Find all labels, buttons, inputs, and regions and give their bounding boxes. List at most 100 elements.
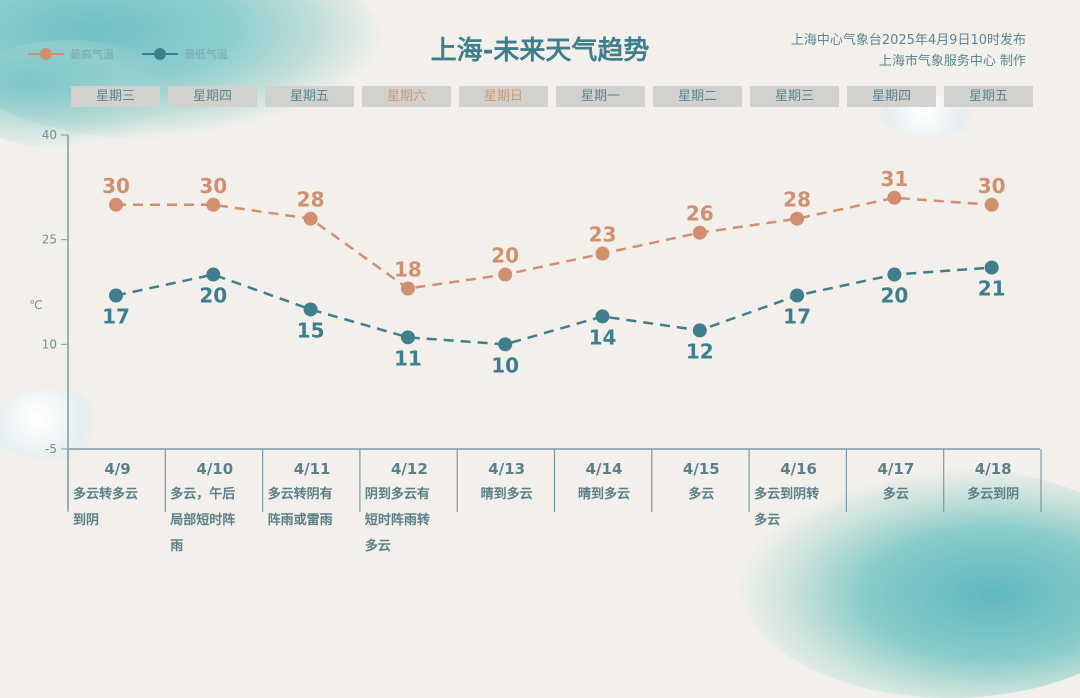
y-tick-label: 40 (42, 128, 57, 142)
weather-description: 多云 (754, 513, 781, 528)
date-label: 4/12 (390, 460, 428, 478)
weekday-label: 星期日 (459, 86, 548, 107)
high-temp-value: 30 (102, 174, 130, 198)
low-temp-value: 15 (297, 318, 325, 342)
low-temp-value: 14 (589, 325, 617, 349)
temperature-line-chart: 40 25 10 -5 ℃ 30 30 28 18 20 23 26 28 31 30 17 20 15 11 10 1… (29, 128, 1042, 512)
legend-line-low-icon (142, 48, 178, 60)
day-forecast-cell: 4/14 晴到多云 (556, 456, 653, 508)
y-axis-unit-label: ℃ (29, 298, 42, 312)
legend-item-low: 最低气温 (142, 46, 228, 62)
day-forecast-cell: 4/12 阴到多云有短时阵雨转多云 (361, 456, 458, 560)
low-temp-value: 12 (686, 339, 714, 363)
low-temp-point (400, 330, 415, 345)
weather-description: 多云 (882, 487, 909, 502)
date-label: 4/17 (877, 460, 915, 478)
weather-description: 晴到多云 (480, 487, 533, 502)
low-temp-value: 17 (102, 304, 130, 328)
high-temp-point (692, 225, 707, 240)
high-temp-point (887, 190, 902, 205)
low-temp-value: 20 (880, 284, 908, 308)
high-temp-point (206, 197, 221, 212)
day-forecast-cell: 4/17 多云 (847, 456, 944, 508)
day-forecast-cell: 4/18 多云到阴 (945, 456, 1042, 508)
date-label: 4/11 (293, 460, 331, 478)
low-temp-value: 21 (978, 277, 1006, 301)
y-tick-label: 25 (42, 233, 57, 247)
date-label: 4/16 (780, 460, 817, 478)
high-temp-point (400, 281, 415, 296)
low-temp-point (303, 302, 318, 317)
weather-description: 到阴 (73, 513, 100, 528)
low-temp-point (790, 288, 805, 303)
low-temp-value: 11 (394, 346, 422, 370)
day-forecast-cell: 4/15 多云 (653, 456, 750, 508)
low-temp-point (595, 309, 610, 324)
day-forecast-cell: 4/13 晴到多云 (458, 456, 555, 508)
weather-description: 短时阵雨转 (364, 513, 430, 528)
y-tick-label: 10 (42, 337, 57, 351)
date-label: 4/15 (682, 460, 720, 478)
y-tick-label: -5 (45, 442, 57, 456)
legend-item-high: 最高气温 (28, 46, 114, 62)
date-label: 4/13 (488, 460, 526, 478)
weekday-label: 星期一 (556, 86, 645, 107)
weather-description: 多云 (364, 539, 391, 554)
high-temp-value: 28 (783, 188, 811, 212)
day-forecast-cell: 4/16 多云到阴转多云 (750, 456, 847, 534)
publisher-line-1: 上海中心气象台2025年4月9日10时发布 (790, 33, 1026, 48)
day-forecast-cell: 4/11 多云转阴有 阵雨或雷雨 (264, 456, 361, 534)
low-temp-value: 10 (491, 353, 519, 377)
high-temp-value: 30 (978, 174, 1006, 198)
date-label: 4/10 (196, 460, 234, 478)
weather-description: 多云转多云 (73, 487, 139, 502)
low-temp-point (498, 337, 513, 352)
high-temp-point (595, 246, 610, 261)
high-temp-point (790, 211, 805, 226)
high-temp-value: 30 (199, 174, 227, 198)
weather-description: 局部短时阵 (170, 513, 236, 528)
weather-description: 多云 (688, 487, 715, 502)
low-temp-point (109, 288, 123, 303)
weather-description: 晴到多云 (577, 487, 630, 502)
high-temp-value: 20 (491, 244, 519, 268)
day-forecast-cell: 4/9 多云转多云 到阴 (69, 456, 166, 534)
publisher-line-2: 上海市气象服务中心 制作 (878, 54, 1026, 69)
weather-description: 雨 (170, 539, 184, 554)
high-temp-line (116, 196, 992, 290)
high-temp-value: 26 (686, 202, 714, 226)
high-temp-point (984, 197, 999, 212)
weather-description: 多云，午后 (170, 487, 236, 502)
weekday-header-row: 星期三 星期四 星期五 星期六 星期日 星期一 星期二 星期三 星期四 星期五 (71, 86, 1033, 107)
low-temp-point (206, 267, 221, 282)
high-temp-point (109, 197, 123, 212)
publisher-info: 上海中心气象台2025年4月9日10时发布 上海市气象服务中心 制作 (791, 30, 1026, 72)
weekday-label: 星期三 (750, 86, 839, 107)
date-label: 4/18 (974, 460, 1012, 478)
weekday-label: 星期三 (71, 86, 160, 107)
low-temp-line (115, 266, 992, 346)
chart-legend: 最高气温 最低气温 (28, 46, 228, 62)
high-temp-point (498, 267, 513, 282)
weekday-label: 星期六 (362, 86, 451, 107)
day-forecast-cell: 4/10 多云，午后局部短时阵雨 (166, 456, 263, 560)
low-temp-value: 20 (199, 284, 227, 308)
weekday-label: 星期四 (847, 86, 936, 107)
weekday-label: 星期五 (265, 86, 354, 107)
legend-label-high: 最高气温 (70, 48, 114, 61)
legend-line-high-icon (28, 48, 64, 60)
weather-description: 多云到阴转 (754, 487, 820, 502)
page-title: 上海-未来天气趋势 (430, 36, 650, 66)
high-temp-point (303, 211, 318, 226)
high-temp-value: 23 (589, 223, 617, 247)
weekday-label: 星期二 (653, 86, 742, 107)
date-label: 4/14 (585, 460, 623, 478)
weather-description: 多云转阴有 (267, 487, 333, 502)
low-temp-value: 17 (783, 304, 811, 328)
weekday-label: 星期四 (168, 86, 257, 107)
low-temp-point (692, 323, 707, 338)
weather-description: 阴到多云有 (364, 487, 430, 502)
low-temp-point (887, 267, 902, 282)
high-temp-value: 31 (880, 167, 908, 191)
weekday-label: 星期五 (944, 86, 1033, 107)
